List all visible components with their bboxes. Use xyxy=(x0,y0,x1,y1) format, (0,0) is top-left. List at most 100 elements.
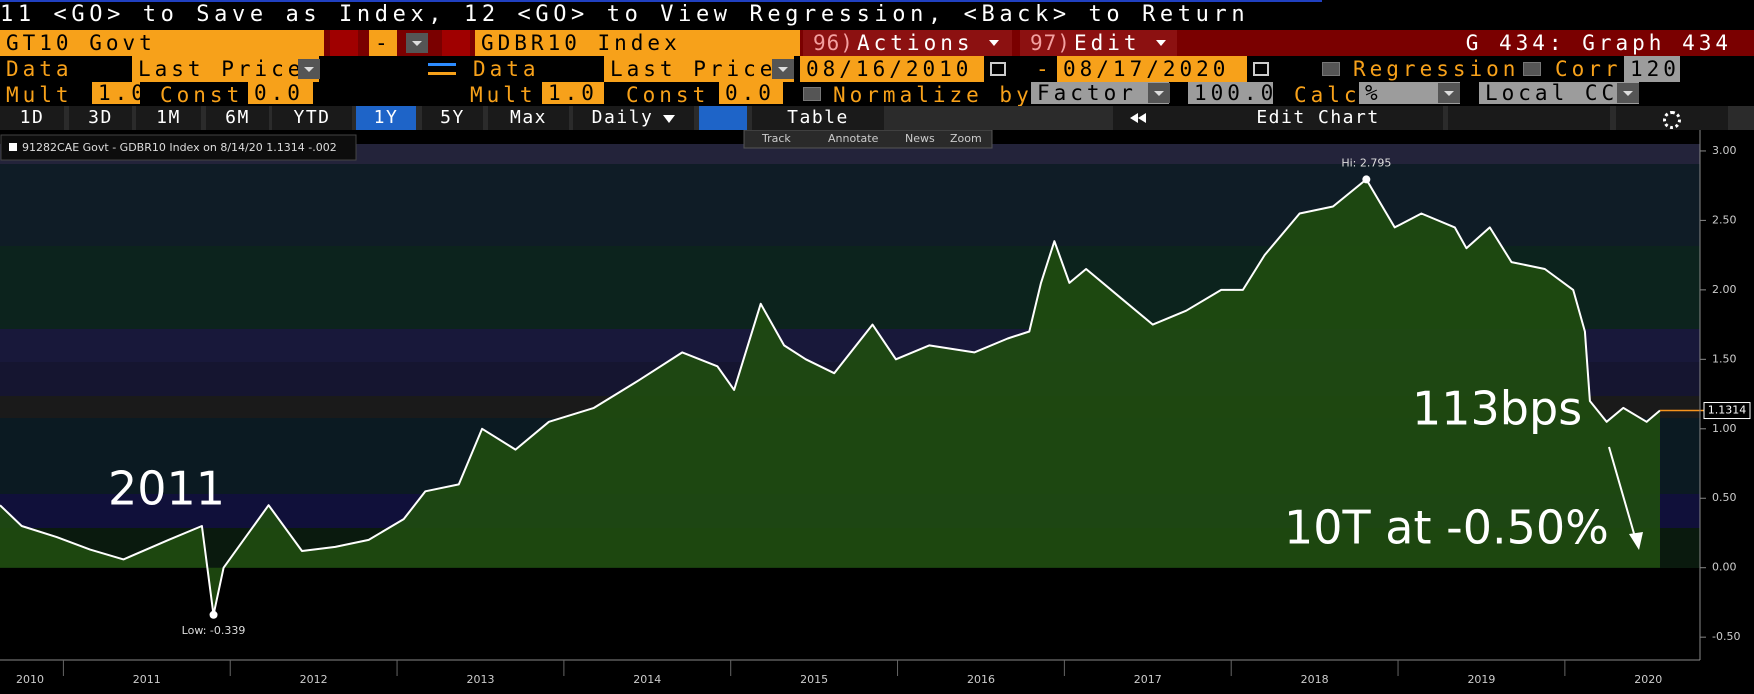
checkbox[interactable] xyxy=(803,87,821,101)
range-tab[interactable]: 1M xyxy=(136,106,201,130)
checkbox[interactable] xyxy=(1523,62,1541,76)
calendar-icon[interactable] xyxy=(990,62,1006,76)
high-marker xyxy=(1362,175,1371,184)
actions-label: Actions xyxy=(857,31,974,55)
const-label: Const xyxy=(626,83,710,107)
chart: 91282CAE Govt - GDBR10 Index on 8/14/20 … xyxy=(0,130,1751,686)
gear-icon xyxy=(1663,111,1681,129)
const-field[interactable]: 0.0 xyxy=(719,82,783,104)
frequency-label: Daily xyxy=(591,107,654,128)
line-chart-icon[interactable] xyxy=(699,106,747,130)
dropdown-arrow xyxy=(663,115,676,123)
checkbox[interactable] xyxy=(1322,62,1340,76)
data-dropdown[interactable] xyxy=(298,59,320,79)
graph-name: G 434: Graph 434 xyxy=(1465,31,1732,55)
range-tab[interactable]: 5Y xyxy=(422,106,483,130)
legend-text: 91282CAE Govt - GDBR10 Index on 8/14/20 … xyxy=(22,141,337,154)
high-label: Hi: 2.795 xyxy=(1341,156,1391,169)
swap-icon[interactable] xyxy=(428,63,456,75)
background-band xyxy=(0,144,1700,164)
table-button[interactable]: Table xyxy=(752,106,884,130)
data-field[interactable]: Last Price xyxy=(132,56,319,82)
data-label: Data xyxy=(473,57,540,81)
last-tag xyxy=(1703,402,1751,420)
line xyxy=(0,178,1661,616)
date-separator: - xyxy=(1036,57,1053,81)
legend-swatch xyxy=(9,143,17,151)
data-dropdown[interactable] xyxy=(772,59,794,79)
mult-label: Mult xyxy=(6,83,73,107)
range-tab[interactable]: 6M xyxy=(206,106,269,130)
range-tab[interactable]: Max xyxy=(488,106,569,130)
data-label: Data xyxy=(6,57,73,81)
const-field[interactable]: 0.0 xyxy=(248,82,313,104)
factor-field[interactable]: Factor xyxy=(1031,82,1169,104)
chart-tool[interactable]: Track xyxy=(762,132,791,145)
spread-annotation: 113bps xyxy=(1412,382,1582,436)
x-tick-label: 2015 xyxy=(800,673,828,686)
corr-label: Corr xyxy=(1555,57,1622,81)
y-tick-label: 0.00 xyxy=(1712,561,1737,574)
calc-field[interactable]: % xyxy=(1359,82,1460,104)
operator-dropdown[interactable] xyxy=(406,33,428,53)
annotation-arrow xyxy=(1608,446,1638,545)
color-box[interactable] xyxy=(442,30,470,56)
x-tick-label: 2020 xyxy=(1634,673,1662,686)
header-bar: 11 <GO> to Save as Index, 12 <GO> to Vie… xyxy=(0,0,1754,30)
range-tab[interactable]: 3D xyxy=(69,106,132,130)
y-tick-label: 0.50 xyxy=(1712,491,1737,504)
range-tabs: Daily Table Edit Chart 1D 3D 1M 6M YTD 1Y 5Y Ma… xyxy=(0,106,1754,130)
range-tab[interactable]: 1Y xyxy=(356,106,416,130)
data-field[interactable]: Last Price xyxy=(604,56,794,82)
chart-tool[interactable]: Zoom xyxy=(950,132,982,145)
y-tick-label: 1.50 xyxy=(1712,352,1737,365)
start-date[interactable]: 08/16/2010 xyxy=(800,56,984,82)
range-tab[interactable]: YTD xyxy=(272,106,352,130)
dropdown-arrow xyxy=(989,40,999,46)
actions-button[interactable]: 96) Actions xyxy=(803,30,1012,56)
factor-dropdown[interactable] xyxy=(1148,83,1170,103)
actions-number: 96) xyxy=(813,31,854,55)
const-label: Const xyxy=(160,83,244,107)
currency-field[interactable]: Local CCY xyxy=(1479,82,1639,104)
header-line xyxy=(0,0,1322,2)
calc-label: Calc xyxy=(1294,83,1361,107)
edit-number: 97) xyxy=(1030,31,1071,55)
chart-toolbar xyxy=(743,130,993,149)
y-tick-label: -0.50 xyxy=(1712,630,1740,643)
security-field[interactable]: GDBR10 Index xyxy=(475,30,800,56)
settings-button[interactable] xyxy=(1616,106,1728,130)
calendar-icon[interactable] xyxy=(1253,62,1269,76)
mult-field[interactable]: 1.0 xyxy=(92,82,140,104)
operator-field[interactable]: - xyxy=(369,30,397,56)
color-box[interactable] xyxy=(330,30,358,56)
last-tag-label: 1.1314 xyxy=(1708,404,1747,417)
chart-tool[interactable]: News xyxy=(905,132,935,145)
collapse-button[interactable] xyxy=(1113,106,1163,130)
x-tick-label: 2012 xyxy=(300,673,328,686)
y-tick-label: 3.00 xyxy=(1712,144,1737,157)
chart-tool[interactable]: Annotate xyxy=(828,132,879,145)
currency-dropdown[interactable] xyxy=(1617,83,1639,103)
x-tick-label: 2016 xyxy=(967,673,995,686)
year-annotation: 2011 xyxy=(108,462,225,516)
edit-button[interactable]: 97) Edit xyxy=(1020,30,1177,56)
edit-chart-button[interactable]: Edit Chart xyxy=(1163,106,1443,130)
annotation-arrowhead xyxy=(1629,532,1643,550)
security-field[interactable]: GT10 Govt xyxy=(0,30,324,56)
mult-field[interactable]: 1.0 xyxy=(542,82,604,104)
plot-layer xyxy=(0,175,1704,619)
x-tick-label: 2018 xyxy=(1301,673,1329,686)
corr-field[interactable]: 120 xyxy=(1624,56,1680,82)
end-date[interactable]: 08/17/2020 xyxy=(1057,56,1247,82)
frequency-dropdown[interactable]: Daily xyxy=(573,106,694,130)
settings-bar: Mult 1.0 Const 0.0 Mult 1.0 Const 0.0 No… xyxy=(0,82,1754,107)
range-tab[interactable]: 1D xyxy=(0,106,64,130)
factor-value[interactable]: 100.0 xyxy=(1188,82,1273,104)
x-tick-label: 2017 xyxy=(1134,673,1162,686)
header-text: 11 <GO> to Save as Index, 12 <GO> to Vie… xyxy=(0,2,1250,27)
collapse-arrow xyxy=(1138,113,1146,123)
calc-dropdown[interactable] xyxy=(1438,83,1460,103)
annotate-button[interactable] xyxy=(1448,106,1610,130)
